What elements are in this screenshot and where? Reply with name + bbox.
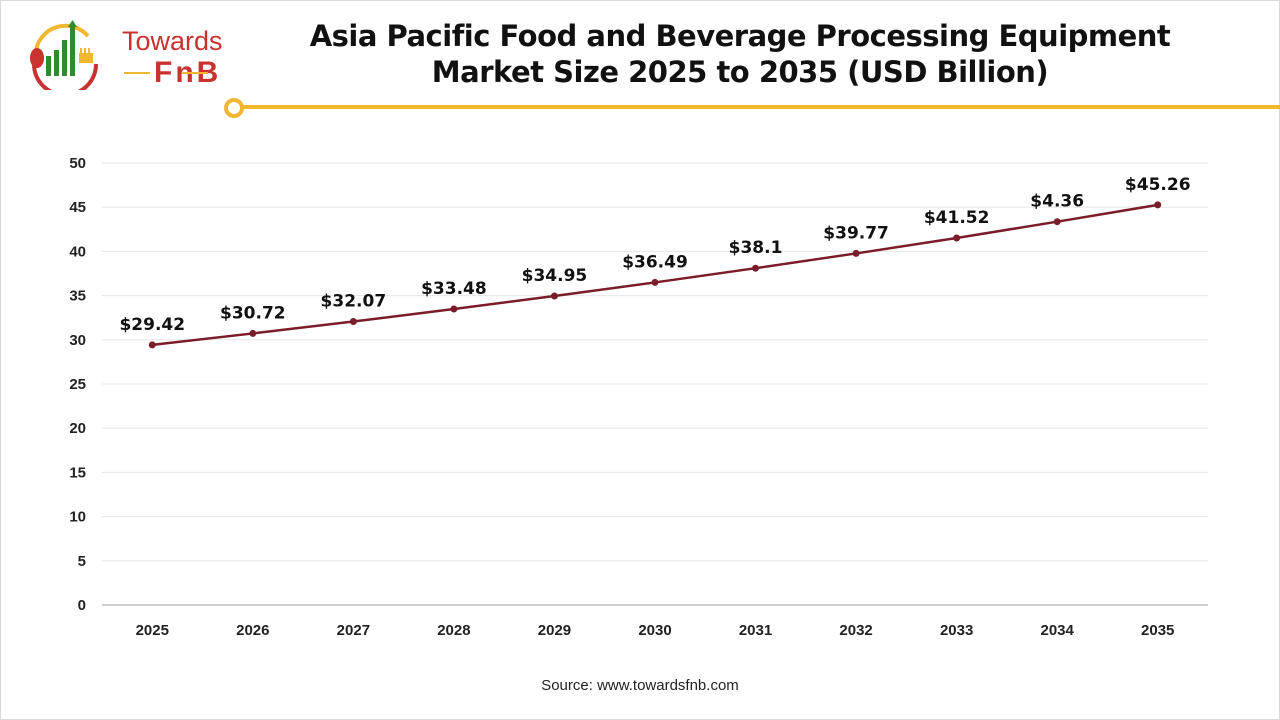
data-label: $45.26 xyxy=(1125,175,1191,195)
y-tick-label: 10 xyxy=(69,509,86,526)
chart-title: Asia Pacific Food and Beverage Processin… xyxy=(309,19,1171,89)
data-point xyxy=(249,329,257,337)
data-point xyxy=(450,305,458,313)
x-tick-label: 2032 xyxy=(839,622,872,639)
title-rule xyxy=(242,105,1280,109)
data-point xyxy=(1154,201,1162,209)
logo-text-towards: Towards xyxy=(122,26,223,56)
series-line xyxy=(152,203,1158,347)
x-tick-label: 2028 xyxy=(437,622,470,639)
data-point xyxy=(953,234,961,242)
data-point xyxy=(148,341,156,349)
x-tick-label: 2027 xyxy=(337,622,370,639)
y-tick-label: 40 xyxy=(69,243,86,260)
y-tick-label: 30 xyxy=(69,332,86,349)
logo-emblem-icon xyxy=(30,20,98,90)
x-tick-label: 2026 xyxy=(236,622,269,639)
data-point xyxy=(651,278,659,286)
x-tick-label: 2030 xyxy=(638,622,671,639)
data-label: $36.49 xyxy=(622,252,688,272)
x-tick-label: 2033 xyxy=(940,622,973,639)
towards-fnb-logo: Towards FnB xyxy=(26,20,223,90)
data-label: $33.48 xyxy=(421,279,487,299)
data-label: $39.77 xyxy=(823,223,889,243)
y-tick-label: 20 xyxy=(69,420,86,437)
data-point xyxy=(852,249,860,257)
y-tick-label: 15 xyxy=(69,464,86,481)
logo-divider xyxy=(124,72,150,74)
x-tick-label: 2035 xyxy=(1141,622,1174,639)
data-point xyxy=(349,318,357,326)
x-tick-label: 2031 xyxy=(739,622,772,639)
y-tick-label: 0 xyxy=(78,597,86,614)
data-point xyxy=(550,292,558,300)
y-tick-label: 25 xyxy=(69,376,86,393)
data-point xyxy=(752,264,760,272)
x-tick-label: 2025 xyxy=(136,622,169,639)
data-label: $29.42 xyxy=(119,315,185,335)
y-tick-label: 5 xyxy=(78,553,86,570)
data-label: $30.72 xyxy=(220,303,286,323)
y-tick-label: 45 xyxy=(69,199,86,216)
data-point xyxy=(1053,218,1061,226)
x-tick-label: 2029 xyxy=(538,622,571,639)
data-label: $38.1 xyxy=(729,238,783,258)
logo-divider xyxy=(182,72,208,74)
data-label: $32.07 xyxy=(321,292,387,312)
data-label: $4.36 xyxy=(1030,192,1084,212)
data-label: $34.95 xyxy=(522,266,588,286)
x-tick-label: 2034 xyxy=(1040,622,1074,639)
data-label: $41.52 xyxy=(924,208,990,228)
y-tick-label: 50 xyxy=(69,155,86,172)
source-note: Source: www.towardsfnb.com xyxy=(541,677,739,694)
y-tick-label: 35 xyxy=(69,288,86,305)
